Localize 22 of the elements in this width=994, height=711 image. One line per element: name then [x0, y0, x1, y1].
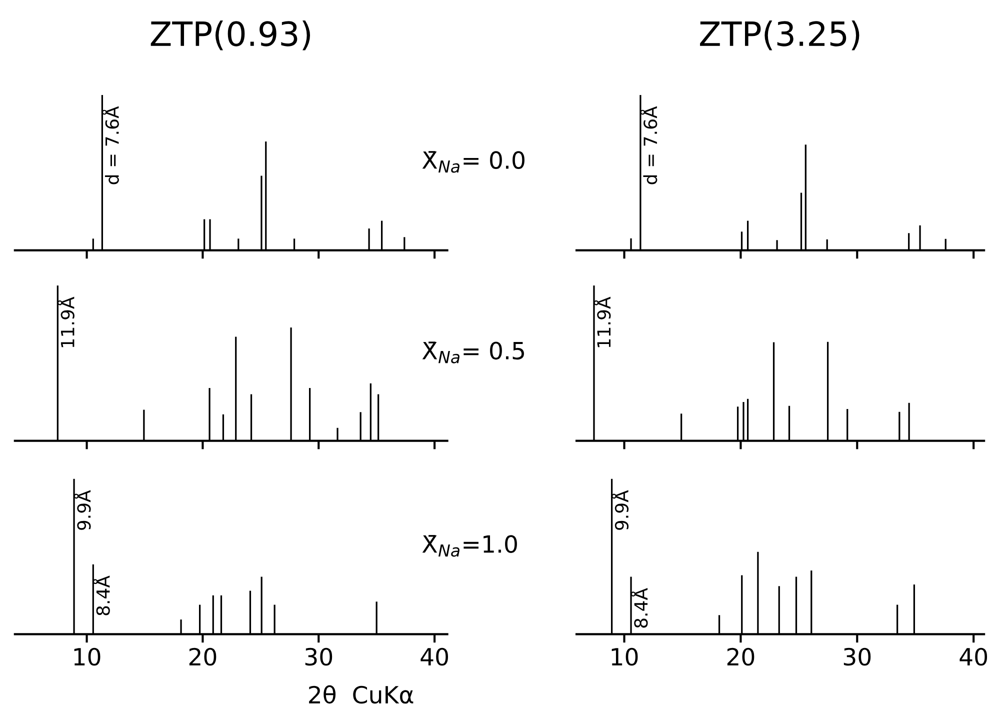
annotation: X̄$_{Na}$= 0.0 — [422, 151, 524, 173]
x-tick-label: 20 — [189, 648, 216, 666]
x-tick-label: 10 — [612, 648, 638, 666]
chart-title: ZTP(3.25) — [700, 20, 860, 50]
annotation: 8.4Å — [92, 576, 110, 616]
annotation: X̄$_{Na}$=1.0 — [422, 535, 517, 557]
x-tick-label: 40 — [960, 648, 988, 666]
annotation: 11.9Å — [594, 296, 611, 348]
x-tick-label: 30 — [844, 648, 871, 666]
annotation: 8.4Å — [630, 588, 648, 628]
annotation: d = 7.6Å — [640, 106, 658, 184]
annotation: d = 7.6Å — [102, 106, 119, 184]
x-axis-title: 2θ CuKα — [309, 685, 414, 704]
annotation: X̄$_{Na}$= 0.5 — [422, 342, 524, 364]
x-tick-label: 30 — [305, 648, 332, 666]
chart-title: ZTP(0.93) — [150, 20, 310, 50]
x-tick-label: 40 — [420, 648, 448, 666]
x-tick-label: 10 — [74, 648, 100, 666]
annotation: 9.9Å — [612, 490, 629, 530]
x-tick-label: 20 — [727, 648, 754, 666]
annotation: 9.9Å — [74, 490, 91, 530]
annotation: 11.9Å — [57, 296, 74, 348]
